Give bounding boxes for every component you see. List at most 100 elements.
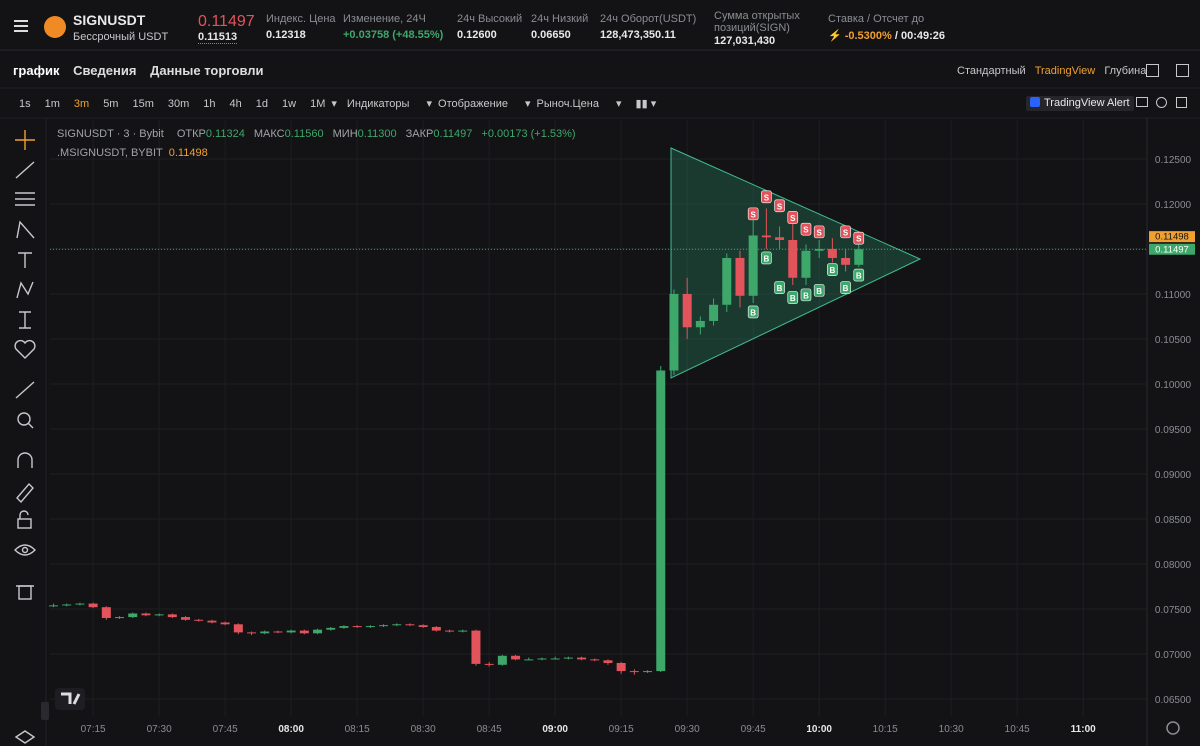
settings-icon[interactable]	[1156, 97, 1167, 108]
chart-type[interactable]: ▮▮ ▾	[635, 98, 657, 110]
pattern-tool[interactable]	[16, 220, 35, 239]
candle-body	[260, 631, 270, 634]
candle-body	[49, 605, 59, 607]
tab[interactable]: Сведения	[73, 63, 137, 78]
trade-marker	[774, 199, 785, 213]
symbol[interactable]: SIGNUSDT	[73, 12, 146, 28]
view-option[interactable]: Глубина	[1104, 65, 1147, 77]
settings-icon[interactable]	[1166, 721, 1180, 735]
interval[interactable]: 4h	[229, 98, 242, 110]
interval[interactable]: 30m	[167, 98, 190, 110]
candle-body	[273, 631, 283, 633]
trade-marker-label: B	[803, 291, 809, 300]
fullscreen-icon[interactable]	[1176, 64, 1189, 77]
candle-body	[379, 625, 389, 627]
interval[interactable]: 5m	[103, 98, 119, 110]
candle-body	[233, 624, 243, 633]
layout-icon[interactable]	[1146, 64, 1159, 77]
visibility-tool[interactable]	[14, 544, 36, 556]
y-tick-label: 0.07500	[1155, 605, 1192, 616]
trade-marker-label: S	[764, 193, 770, 202]
menu[interactable]: Отображение ▾	[438, 98, 531, 110]
last-price-label: 0.11497	[1155, 245, 1189, 256]
text-tool[interactable]	[18, 252, 32, 268]
fullscreen-icon[interactable]	[1176, 97, 1187, 108]
candle-body	[339, 626, 349, 628]
dropdown-arrow[interactable]: ▾	[331, 98, 337, 110]
y-tick-label: 0.10000	[1155, 380, 1192, 391]
candle-body	[497, 655, 507, 665]
xabcd-tool[interactable]	[16, 281, 34, 299]
candle-body	[154, 614, 164, 616]
funding: Ставка / Отсчет до ⚡ -0.5300% / 00:49:26	[828, 13, 945, 42]
x-tick-label: 07:30	[147, 724, 172, 735]
zoom-tool[interactable]	[17, 412, 34, 429]
candle-body	[550, 658, 560, 660]
y-tick-label: 0.10500	[1155, 335, 1192, 346]
menu[interactable]: Рыноч.Цена ▾	[536, 98, 622, 110]
trade-marker-label: S	[777, 202, 783, 211]
y-tick-label: 0.11000	[1155, 290, 1191, 301]
x-tick-label: 08:15	[345, 724, 370, 735]
interval[interactable]: 1s	[19, 98, 31, 110]
candle-body	[431, 626, 441, 631]
magnet-tool[interactable]	[17, 452, 33, 468]
view-option[interactable]: TradingView	[1034, 65, 1096, 77]
snapshot-icon[interactable]	[1136, 97, 1148, 107]
candle-body	[352, 626, 362, 628]
trade-marker-label: S	[856, 235, 862, 244]
tab[interactable]: график	[13, 63, 60, 78]
lock-tool[interactable]	[17, 510, 32, 529]
trade-marker	[761, 190, 772, 204]
trade-marker	[813, 284, 825, 297]
interval[interactable]: 3m	[73, 98, 90, 110]
candle-body	[405, 624, 415, 626]
favorites-tool[interactable]	[14, 339, 36, 359]
layers-icon[interactable]	[14, 730, 36, 744]
trade-marker-label: B	[856, 272, 862, 281]
trade-marker-label: B	[790, 294, 796, 303]
ruler-tool[interactable]	[15, 381, 35, 399]
candle-body	[695, 320, 705, 328]
fib-tool[interactable]	[15, 192, 35, 206]
measure-tool[interactable]	[19, 311, 31, 329]
stat-label: 24ч Оборот(USDT)	[600, 13, 697, 25]
y-tick-label: 0.12500	[1155, 155, 1192, 166]
candle-body	[775, 237, 785, 240]
interval[interactable]: 1w	[282, 98, 297, 110]
trade-marker-label: B	[777, 284, 783, 293]
trendline-tool[interactable]	[15, 161, 35, 179]
candle-body	[167, 614, 177, 618]
interval[interactable]: 1M	[310, 98, 326, 110]
view-option[interactable]: Стандартный	[957, 65, 1026, 77]
tab[interactable]: Данные торговли	[150, 63, 264, 78]
candle-body	[365, 626, 375, 628]
trade-marker-label: B	[843, 284, 849, 293]
menu[interactable]: Индикаторы ▾	[346, 98, 433, 110]
x-tick-label: 10:15	[873, 724, 898, 735]
legend-value: 0.11497	[433, 128, 473, 140]
drawing-tools	[14, 130, 36, 744]
interval[interactable]: 1d	[255, 98, 269, 110]
stat-label: Сумма открытых позиций(SIGN)	[714, 10, 800, 34]
menu-icon[interactable]	[14, 20, 28, 32]
delete-tool[interactable]	[16, 585, 34, 600]
candle-body	[761, 235, 771, 238]
crosshair-tool[interactable]	[15, 130, 35, 150]
interval[interactable]: 15m	[132, 98, 154, 110]
last-price: 0.11497	[198, 13, 255, 30]
stat-value: 127,031,430	[714, 35, 776, 47]
scroll-handle[interactable]	[41, 702, 49, 720]
alert-button[interactable]: TradingView Alert	[1026, 96, 1134, 111]
trade-marker	[800, 222, 812, 236]
lock-draw-tool[interactable]	[16, 482, 34, 504]
funding-label: Ставка / Отсчет до	[828, 13, 925, 25]
trade-marker	[840, 225, 851, 239]
mark-price-tag	[1149, 231, 1195, 243]
candle-body	[563, 657, 573, 659]
candle-body	[616, 662, 626, 672]
interval[interactable]: 1m	[44, 98, 60, 110]
interval[interactable]: 1h	[203, 98, 216, 110]
legend-label: ЗАКР	[405, 128, 434, 140]
